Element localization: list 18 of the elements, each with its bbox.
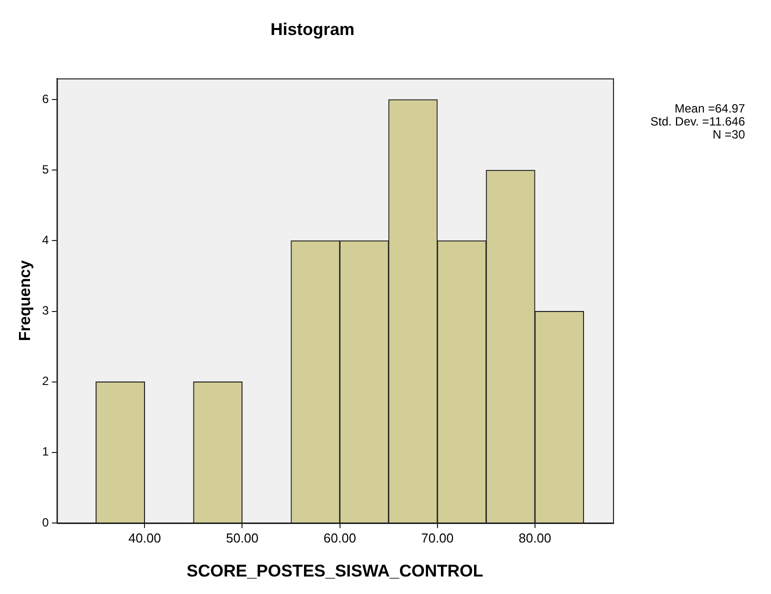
- x-tick-label: 50.00: [226, 530, 259, 546]
- y-tick-label: 5: [42, 162, 50, 176]
- y-axis-title: Frequency: [17, 260, 34, 342]
- y-tick-label: 2: [42, 374, 50, 388]
- text: Mean =64.97: [674, 102, 746, 116]
- y-tick-label: 1: [42, 444, 50, 459]
- x-tick-label: 70.00: [421, 530, 454, 546]
- text: Std. Dev. =11.646: [650, 114, 746, 129]
- x-tick-label: 40.00: [128, 530, 161, 546]
- x-tick-label: 80.00: [518, 530, 552, 546]
- x-axis-title: SCORE_POSTES_SISWA_CONTROL: [186, 561, 484, 580]
- x-tick-label: 60.00: [324, 530, 356, 546]
- y-tick-label: 3: [42, 304, 50, 318]
- y-tick-label: 0: [42, 515, 50, 530]
- text: N =30: [712, 128, 746, 142]
- chart-title: Histogram: [270, 20, 355, 39]
- y-tick-label: 6: [42, 92, 50, 106]
- y-tick-label: 4: [42, 233, 50, 248]
